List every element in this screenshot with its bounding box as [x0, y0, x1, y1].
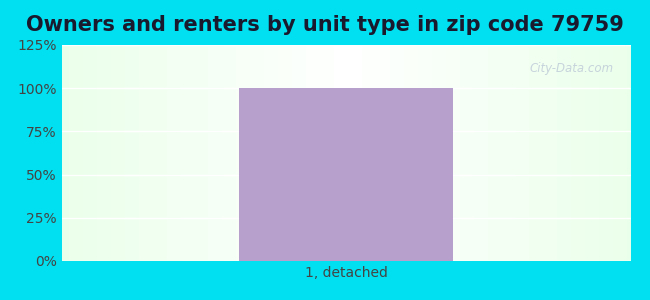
Text: Owners and renters by unit type in zip code 79759: Owners and renters by unit type in zip c… — [26, 15, 624, 35]
Text: City-Data.com: City-Data.com — [529, 62, 614, 75]
Bar — [239, 88, 453, 261]
